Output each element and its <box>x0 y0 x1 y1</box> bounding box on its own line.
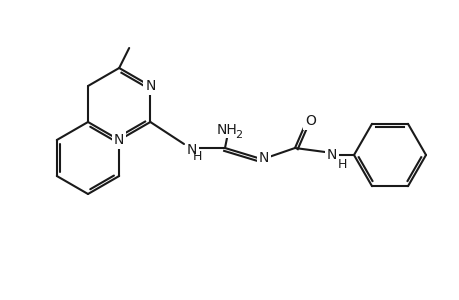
Text: 2: 2 <box>235 130 242 140</box>
Text: N: N <box>258 151 269 165</box>
Text: N: N <box>145 79 155 93</box>
Text: N: N <box>186 143 197 157</box>
Text: H: H <box>336 158 346 172</box>
Text: N: N <box>326 148 336 162</box>
Text: N: N <box>114 133 124 147</box>
Text: NH: NH <box>216 123 237 137</box>
Text: O: O <box>305 114 316 128</box>
Text: H: H <box>192 149 201 163</box>
